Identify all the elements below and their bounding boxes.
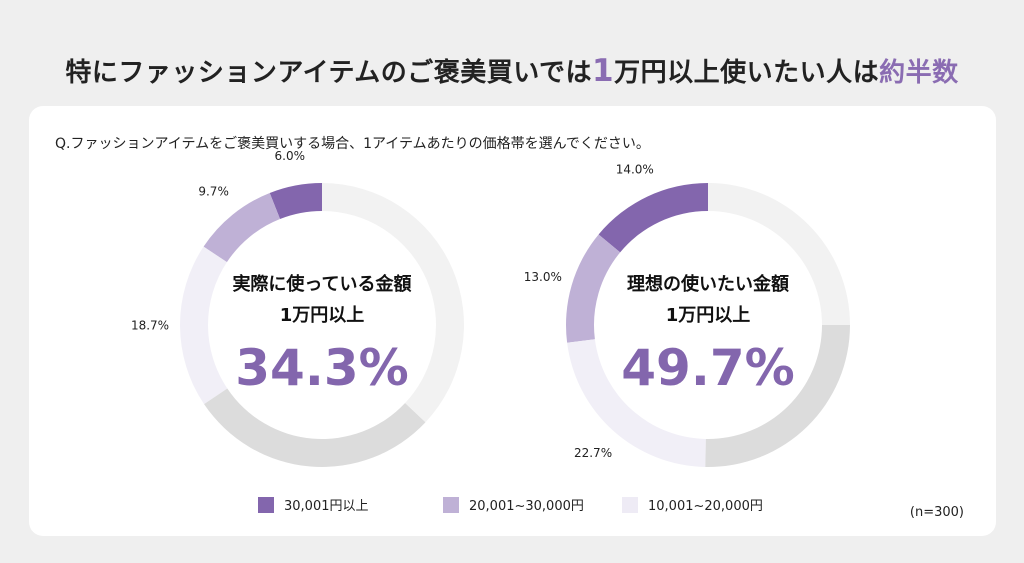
- donut-segment: [203, 192, 281, 263]
- donut-segment: [269, 183, 322, 220]
- center-subtitle: 1万円以上: [280, 305, 365, 326]
- donut-segment: [708, 183, 850, 325]
- legend-swatch: [258, 496, 274, 513]
- segment-label: 9.7%: [198, 184, 229, 198]
- segment-label: 6.0%: [275, 149, 306, 163]
- legend-swatch: [622, 496, 638, 513]
- donut-segment: [565, 234, 621, 343]
- donut-segment: [567, 339, 706, 467]
- segment-label: 18.7%: [131, 319, 169, 333]
- legend-swatch: [443, 496, 459, 513]
- center-title: 実際に使っている金額: [232, 273, 411, 295]
- question-text: Q.ファッションアイテムをご褒美買いする場合、1アイテムあたりの価格帯を選んでく…: [55, 136, 650, 152]
- center-title: 理想の使いたい金額: [627, 273, 789, 295]
- segment-label: 22.7%: [574, 446, 612, 460]
- legend-item: 10,001~20,000円: [622, 495, 763, 514]
- legend-item: 30,001円以上: [258, 495, 369, 514]
- donut-segment: [322, 183, 464, 423]
- legend-label: 10,001~20,000円: [648, 499, 763, 514]
- donut-segment: [705, 325, 850, 467]
- center-subtitle: 1万円以上: [666, 305, 751, 326]
- donut-segment: [180, 246, 228, 405]
- legend-item: 20,001~30,000円: [443, 495, 584, 514]
- legend-label: 30,001円以上: [284, 499, 369, 514]
- center-value: 49.7%: [621, 339, 794, 397]
- segment-label: 14.0%: [616, 162, 654, 176]
- sample-size: (n=300): [909, 505, 964, 520]
- donut-segment: [598, 183, 708, 253]
- center-value: 34.3%: [235, 339, 408, 397]
- legend-label: 20,001~30,000円: [469, 499, 584, 514]
- segment-label: 13.0%: [524, 270, 562, 284]
- donut-segment: [204, 388, 426, 467]
- page-title: 特にファッションアイテムのご褒美買いでは1万円以上使いたい人は約半数: [65, 53, 959, 89]
